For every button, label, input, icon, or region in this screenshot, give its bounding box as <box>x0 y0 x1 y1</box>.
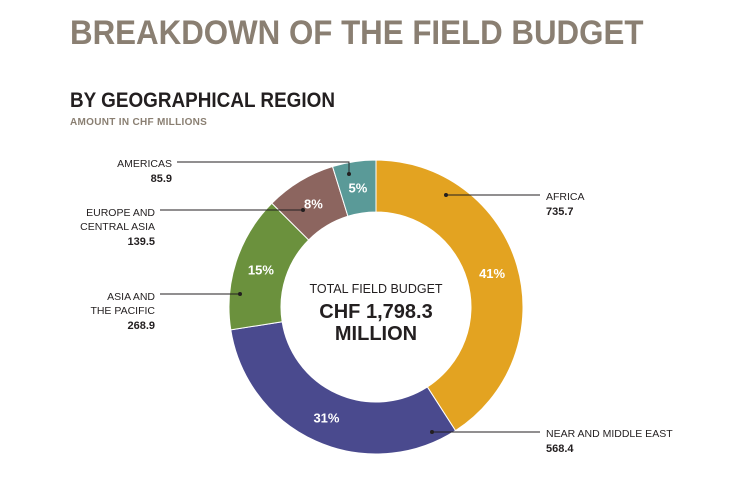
region-value: 735.7 <box>546 206 574 218</box>
region-name: AFRICA <box>546 191 585 203</box>
region-name: NEAR AND MIDDLE EAST <box>546 428 673 440</box>
donut-slice-africa <box>375 159 524 432</box>
donut-slice-near-and-middle-east <box>230 321 457 455</box>
leader-dot <box>347 172 351 176</box>
leader-dot <box>430 430 434 434</box>
units-note: AMOUNT IN CHF MILLIONS <box>70 117 208 128</box>
region-name: THE PACIFIC <box>90 305 155 317</box>
region-label: ASIA AND THE PACIFIC 268.9 <box>90 291 155 332</box>
region-label: AMERICAS 85.9 <box>117 158 172 185</box>
donut-slice-americas <box>331 159 377 217</box>
region-labels: AFRICA 735.7 NEAR AND MIDDLE EAST 568.4 ASIA… <box>80 158 673 455</box>
percent-label: 5% <box>349 180 368 195</box>
percent-label: 8% <box>304 196 323 211</box>
region-value: 268.9 <box>127 320 155 332</box>
region-name: CENTRAL ASIA <box>80 221 155 233</box>
percent-label: 41% <box>479 266 505 281</box>
percent-label: 31% <box>313 410 339 425</box>
center-label-line2: CHF 1,798.3 <box>319 301 432 323</box>
region-name: AMERICAS <box>117 158 172 170</box>
leader-dot <box>444 193 448 197</box>
chart-subtitle: BY GEOGRAPHICAL REGION <box>70 89 335 112</box>
leader-dot <box>301 208 305 212</box>
region-value: 568.4 <box>546 443 574 455</box>
leader-line <box>177 161 350 174</box>
region-value: 85.9 <box>151 173 172 185</box>
leader-dot <box>238 292 242 296</box>
region-name: EUROPE AND <box>86 207 155 219</box>
chart-title: BREAKDOWN OF THE FIELD BUDGET <box>70 14 644 52</box>
center-label-line3: MILLION <box>335 323 417 345</box>
donut-slices <box>228 159 524 455</box>
region-label: NEAR AND MIDDLE EAST 568.4 <box>546 428 673 455</box>
region-value: 139.5 <box>127 236 155 248</box>
region-label: AFRICA 735.7 <box>546 191 585 218</box>
region-name: ASIA AND <box>107 291 155 303</box>
percent-label: 15% <box>248 263 274 278</box>
region-label: EUROPE AND CENTRAL ASIA 139.5 <box>80 207 155 248</box>
percent-labels: 41% 31% 15% 8% 5% <box>248 180 506 425</box>
center-label-line1: TOTAL FIELD BUDGET <box>309 282 442 296</box>
leader-lines <box>160 161 540 434</box>
